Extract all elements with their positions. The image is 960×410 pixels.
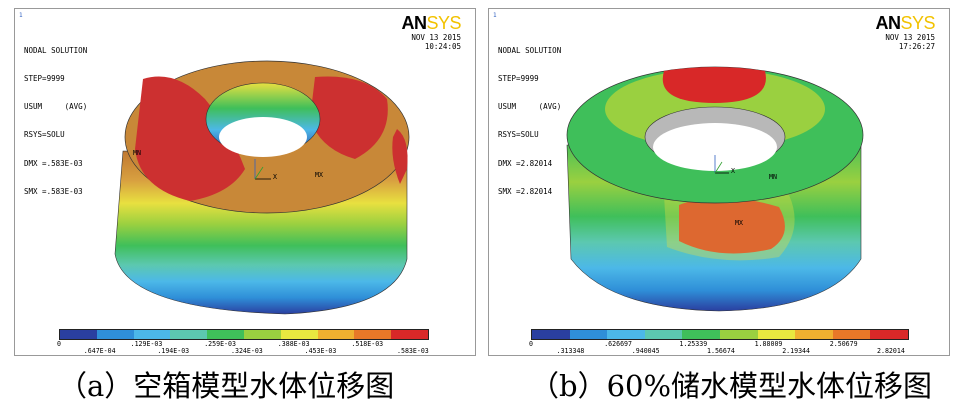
- legend-tick-label: .259E-03: [204, 340, 236, 348]
- usum-label: USUM (AVG): [498, 102, 562, 112]
- legend-tick-label: .518E-03: [351, 340, 384, 348]
- window-index: 1: [19, 12, 23, 19]
- legend-tick-label: .940045: [631, 347, 660, 355]
- legend-swatch: [644, 330, 683, 339]
- legend-swatch: [96, 330, 134, 339]
- legend-swatch: [133, 330, 171, 339]
- color-legend-bar: [59, 329, 429, 340]
- legend-tick-label: 0: [57, 340, 61, 348]
- legend-tick-label: 0: [529, 340, 533, 348]
- legend-swatch: [870, 330, 908, 339]
- legend-swatch: [60, 330, 97, 339]
- contour-plot-panel-a: 1 NODAL SOLUTION STEP=9999 USUM (AVG) RS…: [14, 8, 476, 356]
- legend-swatch: [757, 330, 796, 339]
- solution-info: NODAL SOLUTION STEP=9999 USUM (AVG) RSYS…: [498, 27, 561, 215]
- mn-marker: MN: [769, 173, 777, 181]
- legend-swatch: [569, 330, 608, 339]
- legend-swatch: [207, 330, 244, 339]
- legend-tick-label: .388E-03: [277, 340, 310, 348]
- date-label: NOV 13 2015: [885, 33, 935, 42]
- legend-tick-label: 2.82014: [877, 347, 905, 355]
- ansys-logo: ANSYS: [401, 13, 461, 33]
- legend-swatch: [391, 330, 428, 339]
- mx-marker: MX: [735, 219, 743, 227]
- timestamp: NOV 13 2015 17:26:27: [885, 33, 935, 51]
- contour-plot-panel-b: 1 NODAL SOLUTION STEP=9999 USUM (AVG) RS…: [488, 8, 950, 356]
- axis-x-label: X: [273, 173, 277, 181]
- dmx-label: DMX =.583E-03: [24, 158, 83, 168]
- timestamp: NOV 13 2015 10:24:05: [411, 33, 461, 51]
- ring-model-a: [114, 60, 410, 315]
- solution-info: NODAL SOLUTION STEP=9999 USUM (AVG) RSYS…: [24, 27, 87, 215]
- window-index: 1: [493, 12, 497, 19]
- legend-tick-label: 1.56674: [707, 347, 735, 355]
- legend-tick-label: 2.50679: [829, 340, 858, 348]
- legend-swatch: [317, 330, 355, 339]
- legend-tick-label: 1.88009: [754, 340, 783, 348]
- time-label: 10:24:05: [424, 42, 461, 51]
- smx-label: SMX =2.82014: [498, 186, 553, 196]
- step-label: STEP=9999: [24, 74, 65, 84]
- legend-tick-label: 2.19344: [782, 347, 810, 355]
- mn-marker: MN: [133, 149, 141, 157]
- ansys-logo: ANSYS: [875, 13, 935, 33]
- rsys-label: RSYS=SOLU: [24, 130, 65, 140]
- color-legend-bar: [531, 329, 909, 340]
- mx-marker: MX: [315, 171, 323, 179]
- legend-tick-label: .129E-03: [130, 340, 163, 348]
- rsys-label: RSYS=SOLU: [498, 130, 539, 140]
- legend-tick-label: 1.25339: [679, 340, 708, 348]
- legend-swatch: [354, 330, 392, 339]
- legend-swatch: [170, 330, 208, 339]
- legend-swatch: [280, 330, 318, 339]
- ring-model-b: [566, 66, 864, 312]
- legend-swatch: [607, 330, 645, 339]
- legend-swatch: [243, 330, 281, 339]
- legend-tick-label: .453E-03: [304, 347, 337, 355]
- caption-empty-tank: （a）空箱模型水体位移图: [58, 369, 395, 403]
- solution-title: NODAL SOLUTION: [498, 45, 562, 55]
- legend-tick-label: .324E-03: [231, 347, 263, 355]
- legend-swatch: [832, 330, 871, 339]
- legend-swatch: [682, 330, 720, 339]
- smx-label: SMX =.583E-03: [24, 186, 83, 196]
- dmx-label: DMX =2.82014: [498, 158, 553, 168]
- legend-tick-label: .647E-04: [83, 347, 116, 355]
- step-label: STEP=9999: [498, 74, 539, 84]
- legend-tick-label: .313348: [556, 347, 585, 355]
- solution-title: NODAL SOLUTION: [24, 45, 88, 55]
- legend-tick-label: .626697: [604, 340, 632, 348]
- time-label: 17:26:27: [898, 42, 935, 51]
- legend-swatch: [532, 330, 570, 339]
- axis-x-label: X: [731, 167, 735, 175]
- caption-60-percent-water: （b）60%储水模型水体位移图: [530, 369, 933, 403]
- legend-tick-label: .583E-03: [397, 347, 429, 355]
- date-label: NOV 13 2015: [411, 33, 461, 42]
- legend-swatch: [795, 330, 833, 339]
- usum-label: USUM (AVG): [24, 102, 88, 112]
- legend-swatch: [719, 330, 758, 339]
- legend-tick-label: .194E-03: [157, 347, 190, 355]
